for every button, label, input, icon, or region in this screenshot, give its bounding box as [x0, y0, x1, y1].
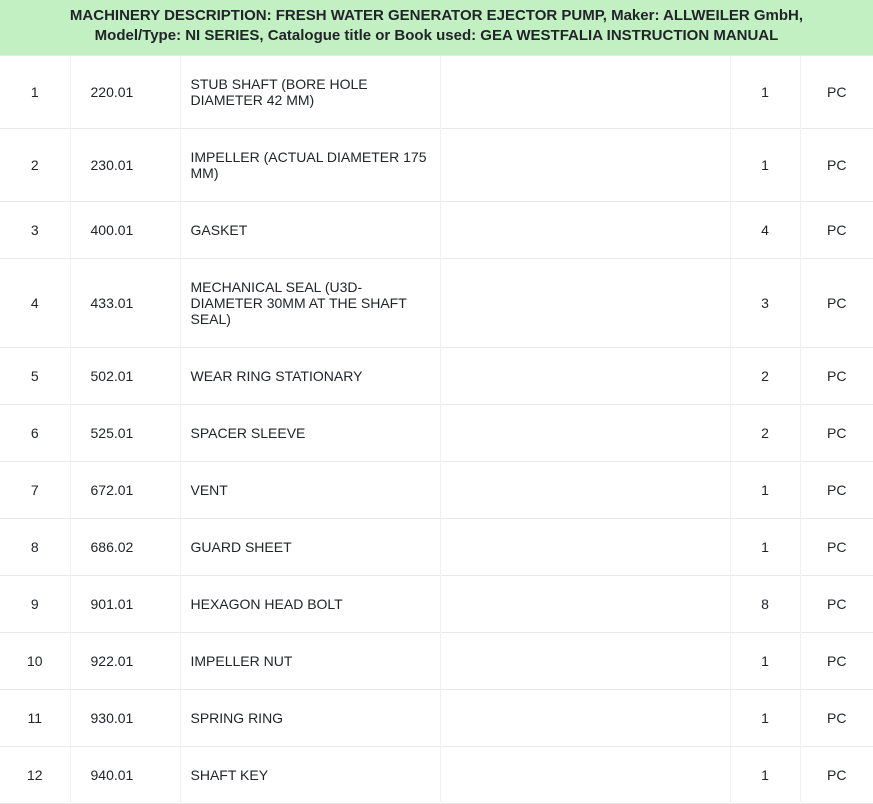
cell-qty: 1	[730, 461, 800, 518]
cell-code: 940.01	[70, 746, 180, 803]
cell-desc: IMPELLER NUT	[180, 632, 440, 689]
cell-desc: VENT	[180, 461, 440, 518]
cell-no: 2	[0, 128, 70, 201]
cell-desc: SPACER SLEEVE	[180, 404, 440, 461]
cell-qty: 1	[730, 689, 800, 746]
cell-qty: 4	[730, 201, 800, 258]
cell-code: 930.01	[70, 689, 180, 746]
cell-code: 672.01	[70, 461, 180, 518]
cell-code: 901.01	[70, 575, 180, 632]
cell-desc: WEAR RING STATIONARY	[180, 347, 440, 404]
cell-code: 686.02	[70, 518, 180, 575]
cell-desc: GASKET	[180, 201, 440, 258]
cell-blank	[440, 689, 730, 746]
table-row: 3400.01GASKET 4PC	[0, 201, 873, 258]
cell-no: 8	[0, 518, 70, 575]
cell-no: 3	[0, 201, 70, 258]
cell-blank	[440, 575, 730, 632]
cell-desc: GUARD SHEET	[180, 518, 440, 575]
table-row: 5502.01WEAR RING STATIONARY 2PC	[0, 347, 873, 404]
cell-qty: 3	[730, 258, 800, 347]
cell-desc: SHAFT KEY	[180, 746, 440, 803]
table-header-title: MACHINERY DESCRIPTION: FRESH WATER GENER…	[0, 0, 873, 56]
cell-unit: PC	[800, 632, 873, 689]
cell-code: 525.01	[70, 404, 180, 461]
parts-table: 1220.01STUB SHAFT (BORE HOLE DIAMETER 42…	[0, 56, 873, 804]
cell-unit: PC	[800, 404, 873, 461]
cell-no: 10	[0, 632, 70, 689]
cell-blank	[440, 461, 730, 518]
cell-unit: PC	[800, 258, 873, 347]
cell-blank	[440, 56, 730, 129]
cell-unit: PC	[800, 128, 873, 201]
cell-qty: 1	[730, 518, 800, 575]
table-row: 9901.01HEXAGON HEAD BOLT 8PC	[0, 575, 873, 632]
table-row: 7672.01VENT 1PC	[0, 461, 873, 518]
cell-qty: 1	[730, 128, 800, 201]
cell-unit: PC	[800, 461, 873, 518]
table-row: 6525.01SPACER SLEEVE 2PC	[0, 404, 873, 461]
cell-qty: 1	[730, 632, 800, 689]
cell-no: 4	[0, 258, 70, 347]
cell-no: 9	[0, 575, 70, 632]
cell-no: 11	[0, 689, 70, 746]
cell-blank	[440, 632, 730, 689]
table-row: 8686.02GUARD SHEET 1PC	[0, 518, 873, 575]
cell-qty: 2	[730, 404, 800, 461]
table-row: 11930.01SPRING RING 1PC	[0, 689, 873, 746]
cell-desc: MECHANICAL SEAL (U3D-DIAMETER 30MM AT TH…	[180, 258, 440, 347]
cell-qty: 2	[730, 347, 800, 404]
cell-code: 922.01	[70, 632, 180, 689]
cell-no: 5	[0, 347, 70, 404]
cell-unit: PC	[800, 347, 873, 404]
cell-no: 1	[0, 56, 70, 129]
table-row: 12940.01SHAFT KEY 1PC	[0, 746, 873, 803]
cell-no: 6	[0, 404, 70, 461]
table-row: 4433.01MECHANICAL SEAL (U3D-DIAMETER 30M…	[0, 258, 873, 347]
cell-desc: SPRING RING	[180, 689, 440, 746]
cell-desc: HEXAGON HEAD BOLT	[180, 575, 440, 632]
cell-blank	[440, 347, 730, 404]
cell-blank	[440, 518, 730, 575]
cell-blank	[440, 258, 730, 347]
cell-code: 230.01	[70, 128, 180, 201]
cell-desc: IMPELLER (ACTUAL DIAMETER 175 MM)	[180, 128, 440, 201]
cell-blank	[440, 746, 730, 803]
cell-qty: 1	[730, 56, 800, 129]
cell-blank	[440, 128, 730, 201]
cell-blank	[440, 201, 730, 258]
cell-unit: PC	[800, 518, 873, 575]
cell-unit: PC	[800, 689, 873, 746]
table-row: 2230.01IMPELLER (ACTUAL DIAMETER 175 MM)…	[0, 128, 873, 201]
cell-desc: STUB SHAFT (BORE HOLE DIAMETER 42 MM)	[180, 56, 440, 129]
cell-blank	[440, 404, 730, 461]
cell-qty: 1	[730, 746, 800, 803]
cell-code: 502.01	[70, 347, 180, 404]
cell-unit: PC	[800, 746, 873, 803]
cell-code: 400.01	[70, 201, 180, 258]
table-row: 1220.01STUB SHAFT (BORE HOLE DIAMETER 42…	[0, 56, 873, 129]
table-row: 10922.01IMPELLER NUT 1PC	[0, 632, 873, 689]
cell-no: 12	[0, 746, 70, 803]
cell-code: 220.01	[70, 56, 180, 129]
cell-code: 433.01	[70, 258, 180, 347]
cell-qty: 8	[730, 575, 800, 632]
cell-unit: PC	[800, 201, 873, 258]
cell-no: 7	[0, 461, 70, 518]
cell-unit: PC	[800, 56, 873, 129]
cell-unit: PC	[800, 575, 873, 632]
